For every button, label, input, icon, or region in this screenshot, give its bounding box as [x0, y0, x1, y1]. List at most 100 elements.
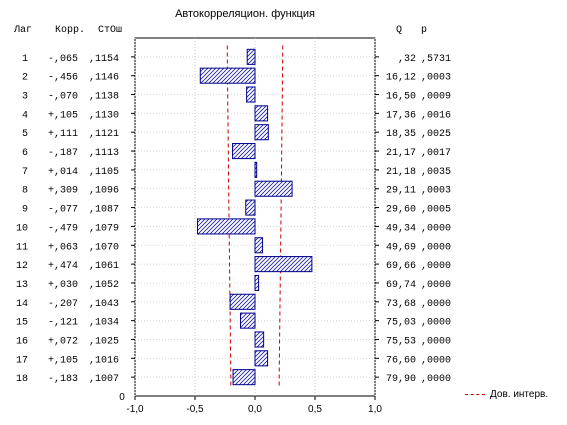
lag-label: 2	[22, 73, 28, 84]
acf-bar-lag-9	[245, 199, 256, 216]
p-value: ,0009	[421, 92, 451, 103]
q-value: 75,03	[386, 318, 416, 329]
lag-label: 17	[16, 355, 28, 366]
p-value: ,0000	[421, 336, 451, 347]
x-tick-label: 0,0	[248, 404, 262, 415]
p-value: ,0000	[421, 299, 451, 310]
p-value: ,0000	[421, 242, 451, 253]
chart-title: Автокорреляцион. функция	[175, 8, 315, 20]
lag-label: 3	[22, 92, 28, 103]
header-corr: Корр.	[55, 25, 86, 36]
se-value: ,1007	[89, 374, 119, 385]
corr-value: +,309	[48, 186, 78, 197]
p-value: ,0000	[421, 355, 451, 366]
q-value: 17,36	[386, 110, 416, 121]
p-value: ,0016	[421, 110, 451, 121]
x-tick-label: 0,5	[308, 404, 322, 415]
corr-value: -,121	[48, 318, 78, 329]
corr-value: +,030	[48, 280, 78, 291]
q-value: 69,66	[386, 261, 416, 272]
q-value: 21,18	[386, 167, 416, 178]
lag-label: 9	[22, 205, 28, 216]
p-value: ,0000	[421, 261, 451, 272]
lag-label: 6	[22, 148, 28, 159]
legend-label: Дов. интерв.	[490, 389, 549, 400]
lag-label: 12	[16, 261, 28, 272]
q-value: 69,74	[386, 280, 416, 291]
acf-bar-lag-5	[254, 124, 269, 141]
se-value: ,1105	[89, 167, 119, 178]
q-value: 29,60	[386, 205, 416, 216]
se-value: ,1121	[89, 129, 119, 140]
lag-label: 18	[16, 374, 28, 385]
x-tick-label: 1,0	[368, 404, 382, 415]
se-value: ,1113	[89, 148, 119, 159]
q-value: 18,35	[386, 129, 416, 140]
se-value: ,1043	[89, 299, 119, 310]
se-value: ,1154	[89, 54, 119, 65]
se-value: ,1052	[89, 280, 119, 291]
p-value: ,0035	[421, 167, 451, 178]
q-value: 79,90	[386, 374, 416, 385]
acf-bar-lag-12	[254, 256, 313, 273]
q-value: 49,69	[386, 242, 416, 253]
se-value: ,1016	[89, 355, 119, 366]
corr-value: -,479	[48, 223, 78, 234]
header-lag: Лаг	[14, 25, 33, 36]
corr-value: +,105	[48, 110, 78, 121]
lag-label: 14	[16, 299, 28, 310]
q-value: ,32	[398, 54, 416, 65]
acf-bar-lag-11	[254, 237, 264, 254]
q-value: 49,34	[386, 223, 416, 234]
acf-bar-lag-6	[232, 143, 256, 160]
p-value: ,0003	[421, 186, 451, 197]
acf-bar-lag-14	[229, 293, 256, 310]
corr-value: -,070	[48, 92, 78, 103]
p-value: ,0000	[421, 280, 451, 291]
acf-bar-lag-8	[254, 180, 293, 197]
corr-value: -,456	[48, 73, 78, 84]
se-value: ,1096	[89, 186, 119, 197]
legend-swatch	[465, 394, 485, 395]
acf-bar-lag-15	[239, 312, 256, 329]
q-value: 16,50	[386, 92, 416, 103]
q-value: 76,60	[386, 355, 416, 366]
acf-bar-lag-13	[254, 274, 260, 291]
p-value: ,0000	[421, 223, 451, 234]
acf-bar-lag-2	[199, 67, 256, 84]
se-value: ,1079	[89, 223, 119, 234]
se-value: ,1138	[89, 92, 119, 103]
se-value: ,1070	[89, 242, 119, 253]
lag-label: 4	[22, 110, 28, 121]
p-value: ,0000	[421, 374, 451, 385]
corr-value: +,014	[48, 167, 78, 178]
lag-label: 16	[16, 336, 28, 347]
se-value: ,1130	[89, 110, 119, 121]
corr-value: +,474	[48, 261, 78, 272]
se-value: ,1087	[89, 205, 119, 216]
lag-label: 8	[22, 186, 28, 197]
lag-label: 1	[22, 54, 28, 65]
p-value: ,0000	[421, 318, 451, 329]
header-se: СтОш	[98, 25, 123, 36]
x-tick-label: -0,5	[186, 404, 204, 415]
legend: Дов. интерв.	[465, 389, 548, 400]
se-value: ,1146	[89, 73, 119, 84]
corr-value: +,111	[48, 129, 78, 140]
q-value: 16,12	[386, 73, 416, 84]
p-value: ,5731	[421, 54, 451, 65]
corr-value: -,207	[48, 299, 78, 310]
corr-value: -,183	[48, 374, 78, 385]
se-value: ,1034	[89, 318, 119, 329]
p-value: ,0017	[421, 148, 451, 159]
confidence-limit-right	[278, 45, 284, 389]
lag-label: 13	[16, 280, 28, 291]
confidence-limit-left	[226, 45, 232, 389]
p-value: ,0003	[421, 73, 451, 84]
acf-bar-lag-4	[254, 105, 269, 122]
acf-bar-lag-18	[232, 369, 256, 386]
q-value: 21,17	[386, 148, 416, 159]
acf-bar-lag-17	[254, 350, 269, 367]
corr-value: +,063	[48, 242, 78, 253]
